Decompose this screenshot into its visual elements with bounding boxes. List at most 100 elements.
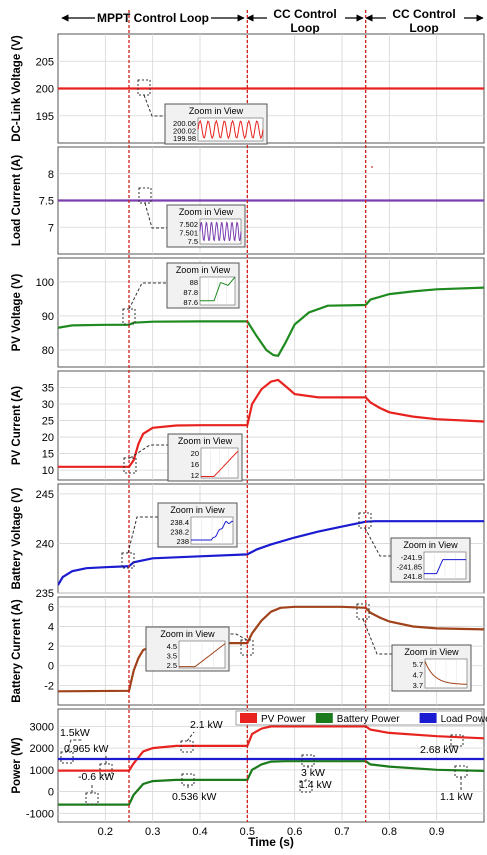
zoom-inset-tick: 20 — [191, 449, 199, 458]
power-annotation: 2.1 kW — [190, 719, 223, 731]
zoom-inset-tick: 7.501 — [179, 229, 198, 238]
y-tick-label: 90 — [42, 311, 54, 323]
plot-area — [57, 257, 485, 368]
series-line — [58, 520, 484, 586]
y-axis-label: Battery Voltage (V) — [11, 487, 23, 589]
y-axis-label: DC-Link Voltage (V) — [11, 35, 23, 142]
y-tick-label: 100 — [36, 277, 54, 289]
zoom-inset-tick: 7.502 — [179, 220, 198, 229]
zoom-inset-tick: 2.5 — [167, 661, 177, 670]
zoom-inset-tick: 4.7 — [413, 671, 423, 680]
zoom-inset-tick: 87.8 — [183, 288, 198, 297]
series-line — [58, 605, 484, 693]
y-tick-label: 205 — [36, 56, 54, 68]
legend-label: PV Power — [261, 714, 306, 725]
y-tick-label: 2 — [48, 641, 54, 653]
y-tick-label: 2000 — [30, 743, 54, 755]
zoom-leader-line — [128, 282, 167, 310]
cc1-label-line1: CC Control — [273, 7, 336, 21]
zoom-inset-title: Zoom in View — [404, 647, 459, 657]
zoom-inset-curve — [179, 643, 226, 668]
stray-marker — [371, 166, 373, 168]
series-line — [58, 725, 484, 772]
zoom-inset-tick: -241.9 — [401, 553, 422, 562]
y-tick-label: 195 — [36, 111, 54, 123]
zoom-inset: Zoom in View 4.53.52.5 — [145, 626, 230, 672]
zoom-inset-tick: 238.2 — [170, 528, 189, 537]
y-tick-label: 15 — [42, 449, 54, 461]
y-tick-label: -2 — [44, 680, 54, 692]
zoom-inset-tick: 200.02 — [173, 127, 196, 136]
y-tick-label: 200 — [36, 84, 54, 96]
y-tick-label: 245 — [36, 489, 54, 501]
power-annotation: 1.4 kW — [299, 779, 332, 791]
y-tick-label: 6 — [48, 602, 54, 614]
y-axis-label: Power (W) — [11, 737, 23, 793]
zoom-leader-line — [229, 633, 248, 641]
x-tick-label: 0.6 — [287, 826, 302, 838]
zoom-inset-tick: 16 — [191, 460, 199, 469]
legend-swatch — [419, 713, 437, 723]
y-tick-label: 80 — [42, 345, 54, 357]
zoom-inset-tick: 238 — [176, 537, 189, 546]
power-annotation: 0.536 kW — [172, 791, 216, 803]
zoom-inset-tick: 238.4 — [170, 518, 189, 527]
x-tick-label: 0.7 — [334, 826, 349, 838]
zoom-leader-line — [129, 444, 168, 459]
zoom-inset-curve — [191, 520, 234, 541]
zoom-leader-line — [186, 731, 195, 742]
zoom-inset-title: Zoom in View — [178, 436, 233, 446]
legend: PV Power Battery Power Load Power — [235, 710, 487, 726]
zoom-inset-title: Zoom in View — [189, 106, 244, 116]
overlay-layer: 0.2 0.3 0.4 0.5 0.6 0.7 0.8 0.9 Time (s) Zoom in … — [60, 10, 487, 849]
mppt-label: MPPT Control Loop — [97, 11, 209, 25]
zoom-leader-line — [143, 94, 165, 117]
y-axis-label: Load Current (A) — [11, 155, 23, 247]
y-tick-label: -1000 — [26, 808, 54, 820]
cc1-label-line2: Loop — [290, 21, 319, 35]
zoom-inset-curve — [424, 661, 468, 685]
power-annotation: 1.1 kW — [440, 791, 473, 803]
zoom-inset-tick: 12 — [191, 471, 199, 480]
zoom-region-marker — [121, 552, 135, 569]
y-tick-label: 8 — [48, 169, 54, 181]
power-annotation: 0.965 kW — [64, 743, 108, 755]
zoom-inset-title: Zoom in View — [176, 265, 231, 275]
series-line — [58, 286, 484, 357]
zoom-inset-tick: 5.7 — [413, 660, 423, 669]
y-tick-label: 4 — [48, 621, 54, 633]
chart-panel-1: 195 200 205 DC-Link Voltage (V) — [11, 33, 485, 144]
power-annotation: 1.5kW — [60, 727, 90, 739]
x-axis-label: Time (s) — [248, 835, 294, 849]
zoom-inset-title: Zoom in View — [403, 540, 458, 550]
series-line — [58, 378, 484, 468]
zoom-inset-curve — [201, 450, 239, 477]
legend-label: Load Power — [441, 714, 487, 725]
zoom-inset-tick: 3.7 — [413, 681, 423, 690]
y-tick-label: 7.5 — [39, 196, 54, 208]
zoom-inset-tick: 7.5 — [188, 237, 198, 246]
zoom-inset-tick: -241.85 — [397, 563, 422, 572]
y-tick-label: 235 — [36, 588, 54, 600]
cc2-label-line1: CC Control — [392, 7, 455, 21]
zoom-inset-tick: 3.5 — [167, 652, 177, 661]
zoom-inset-title: Zoom in View — [160, 629, 215, 639]
power-annotation: 3 kW — [301, 767, 325, 779]
y-tick-label: 3000 — [30, 721, 54, 733]
y-tick-label: 30 — [42, 399, 54, 411]
zoom-inset-curve — [199, 221, 242, 242]
y-axis-label: Battery Current (A) — [11, 599, 23, 703]
y-tick-label: 1000 — [30, 765, 54, 777]
y-axis-label: PV Voltage (V) — [11, 273, 23, 351]
zoom-leader-line — [144, 202, 167, 229]
zoom-inset-tick: 87.6 — [183, 298, 198, 307]
zoom-inset: Zoom in View 20 16 12 — [167, 433, 243, 482]
zoom-inset-curve — [200, 276, 236, 302]
zoom-leader-line — [66, 739, 82, 753]
